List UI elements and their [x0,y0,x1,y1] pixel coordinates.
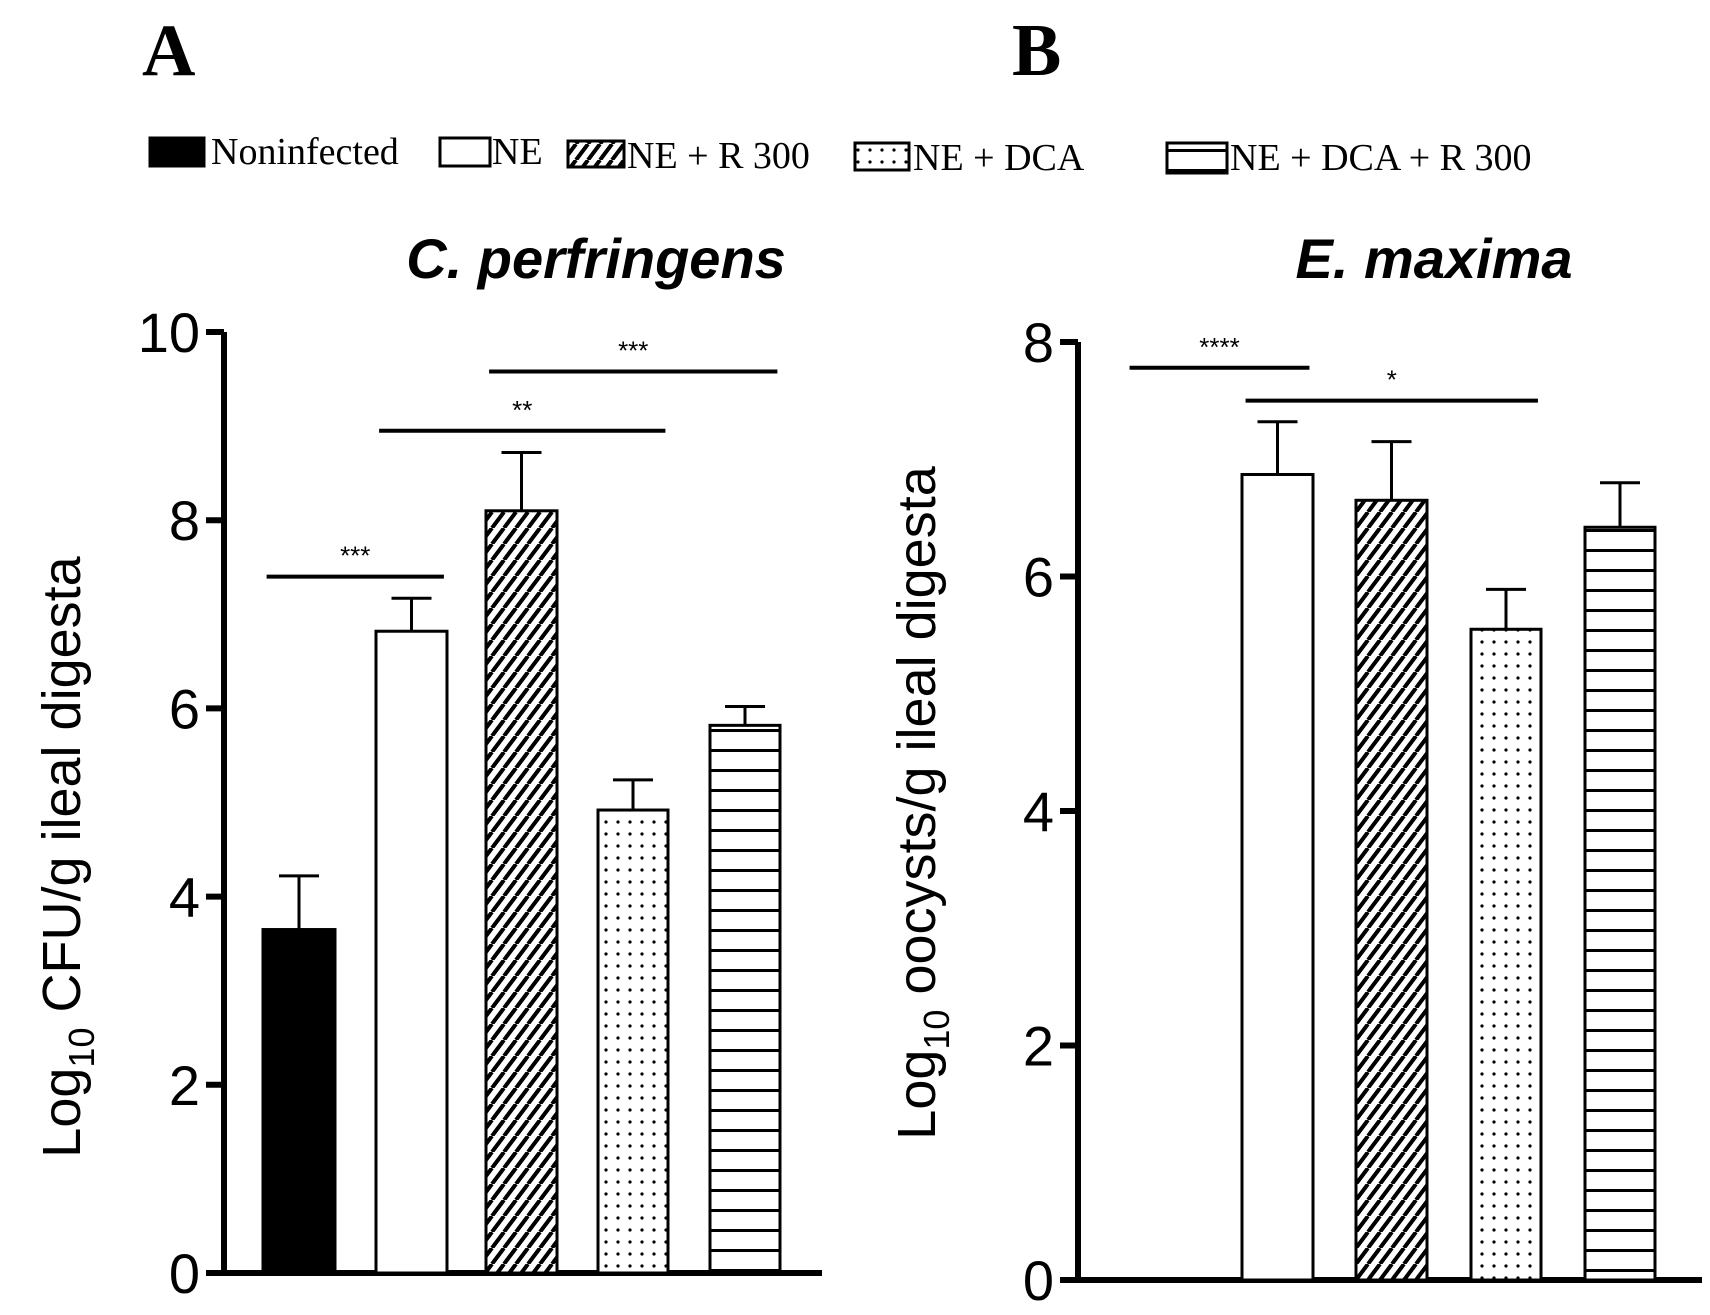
significance-label-b-0: **** [1199,332,1239,362]
y-tick-label-a-4: 8 [169,489,200,552]
y-tick-label-b-2: 4 [1023,780,1054,843]
chart-e-maxima: E. maxima Log10 oocysts/g ileal digesta … [887,227,1702,1312]
bar-b-ne-dca [1469,627,1543,1282]
legend-label-noninfected: Noninfected [211,131,399,173]
y-tick-label-b-0: 0 [1023,1249,1054,1312]
error-bar-a-ne-dca-r300 [725,705,765,726]
bar-a-ne-dca-r300 [708,723,782,1275]
legend-swatch-ne [438,136,492,168]
panel-letter-b: B [1012,10,1061,92]
bar-b-ne [1240,472,1315,1282]
bar-a-noninfected [261,928,337,1275]
legend-label-ne-dca-r300: NE + DCA + R 300 [1230,137,1532,179]
error-bar-b-ne-dca-r300 [1600,481,1640,528]
y-axis-label-a: Log10 CFU/g ileal digesta [32,555,102,1157]
error-bar-a-ne [391,596,432,632]
y-tick-label-b-1: 2 [1023,1015,1054,1078]
y-tick-label-b-4: 8 [1023,311,1054,374]
y-axis-label-b: Log10 oocysts/g ileal digesta [887,465,957,1139]
bar-b-ne-r300 [1354,498,1429,1282]
error-bar-b-ne-r300 [1371,440,1412,501]
y-tick-label-a-2: 4 [169,866,200,929]
error-bar-a-ne-r300 [501,450,542,511]
chart-title-b: E. maxima [1295,227,1572,290]
chart-title-a: C. perfringens [406,227,786,290]
y-tick-label-a-5: 10 [138,301,200,364]
bar-b-ne-dca-r300 [1583,525,1657,1282]
legend-label-ne-dca: NE + DCA [913,137,1085,179]
bar-a-ne [374,629,449,1275]
legend-swatch-ne-dca-r300 [1165,141,1229,175]
significance-label-b-1: * [1387,365,1397,395]
legend-label-ne-r300: NE + R 300 [627,135,810,177]
error-bar-b-ne [1257,420,1298,475]
y-tick-label-a-0: 0 [169,1242,200,1305]
y-tick-label-a-1: 2 [169,1054,200,1117]
significance-label-a-2: *** [618,336,648,366]
legend-swatch-ne-dca [853,141,911,172]
y-tick-label-b-3: 6 [1023,546,1054,609]
panel-letter-a: A [142,10,195,92]
chart-c-perfringens: C. perfringens Log10 CFU/g ileal digesta… [32,227,822,1305]
significance-label-a-0: *** [340,541,370,571]
legend-swatch-ne-r300 [566,139,626,169]
error-bar-a-ne-dca [613,778,653,811]
error-bar-b-ne-dca [1486,587,1526,630]
legend: Noninfected NE NE + R 300 NE + DCA NE + … [148,131,1532,179]
bar-a-ne-dca [596,808,670,1275]
y-tick-label-a-3: 6 [169,677,200,740]
legend-label-ne: NE [492,131,543,173]
error-bar-a-noninfected [279,874,319,930]
legend-swatch-noninfected [148,136,206,168]
significance-label-a-1: ** [512,395,532,425]
bar-a-ne-r300 [484,509,559,1275]
